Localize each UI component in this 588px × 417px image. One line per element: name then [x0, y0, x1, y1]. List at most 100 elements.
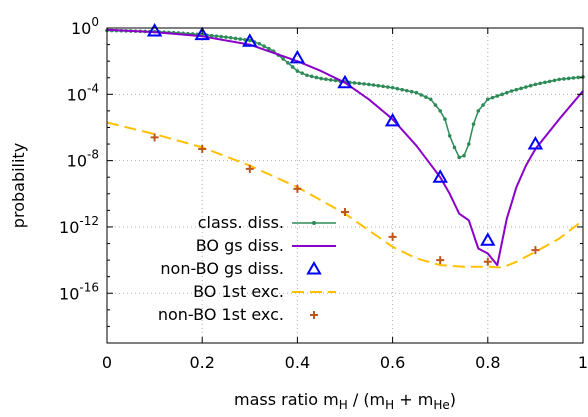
data-point: [381, 84, 385, 89]
data-point: [409, 89, 414, 94]
data-point: [371, 83, 376, 87]
data-point: [228, 35, 233, 40]
data-point-cross: [436, 256, 445, 265]
data-point: [357, 81, 362, 86]
data-point-triangle: [194, 26, 210, 41]
data-point: [424, 95, 428, 99]
data-point: [305, 73, 309, 78]
y-axis-label: probability: [9, 143, 28, 228]
legend-label: non-BO gs diss.: [160, 259, 284, 278]
data-point: [262, 44, 266, 49]
series-bo-1st-exc-: [106, 121, 584, 269]
data-point: [333, 78, 338, 83]
y-tick-label: 10-16: [59, 280, 99, 303]
data-point: [414, 90, 419, 95]
data-point: [290, 65, 295, 69]
data-point: [419, 93, 423, 97]
data-point: [267, 46, 271, 51]
data-point: [476, 109, 481, 113]
data-point: [309, 74, 314, 79]
legend-swatch-dot: [312, 221, 316, 225]
data-point-cross: [341, 208, 349, 217]
data-point: [557, 77, 561, 82]
data-point: [566, 76, 571, 81]
data-point: [281, 57, 285, 61]
data-point-triangle: [146, 22, 163, 37]
data-point: [390, 85, 395, 90]
data-point-cross: [198, 145, 207, 154]
data-point: [552, 78, 557, 83]
data-point: [481, 103, 485, 107]
data-point: [219, 34, 224, 39]
legend-label: BO 1st exc.: [193, 282, 284, 301]
data-point: [433, 103, 438, 107]
data-point: [428, 97, 433, 102]
x-ticks: 0 0.2 0.4 0.6 0.8 1: [102, 28, 588, 372]
data-point: [486, 97, 490, 102]
x-tick-label: 0.2: [189, 353, 214, 372]
legend-entry: BO 1st exc.: [193, 282, 336, 301]
x-axis-label: mass ratio mH / (mH + mHe): [234, 390, 456, 412]
legend-entry: class. diss.: [198, 213, 336, 232]
data-point: [286, 61, 290, 65]
data-point: [395, 86, 400, 91]
y-ticks: 100 10-4 10-8 10-12 10-16: [59, 15, 583, 344]
data-point: [471, 122, 476, 126]
data-point: [576, 75, 581, 80]
data-point: [528, 83, 533, 88]
x-tick-label: 0: [102, 353, 112, 372]
data-point: [505, 90, 509, 95]
legend-entry: BO gs diss.: [196, 236, 336, 255]
data-point: [238, 37, 243, 41]
data-point: [248, 38, 252, 43]
data-point: [376, 83, 381, 88]
data-point: [438, 109, 443, 113]
data-point: [571, 76, 576, 80]
data-point-cross: [483, 257, 492, 266]
data-point-triangle: [337, 74, 353, 89]
data-point: [495, 94, 500, 98]
data-point: [214, 34, 219, 38]
data-point: [295, 69, 300, 73]
data-point: [490, 95, 495, 100]
data-point-triangle: [432, 169, 448, 183]
data-point: [514, 87, 519, 92]
legend-swatch: [310, 311, 318, 319]
data-point: [447, 133, 452, 138]
legend-label: class. diss.: [198, 213, 284, 232]
legend-entry: non-BO 1st exc.: [158, 305, 318, 324]
series-line: [106, 121, 584, 269]
data-point: [562, 77, 566, 81]
data-point-triangle: [384, 112, 401, 127]
data-point: [314, 75, 319, 80]
data-point: [538, 81, 542, 86]
data-point-triangle: [480, 232, 496, 246]
data-point: [300, 71, 304, 75]
data-point: [524, 85, 528, 89]
data-point-cross: [245, 164, 254, 173]
data-point: [462, 153, 466, 158]
series-line: [106, 28, 584, 267]
series-non-bo-gs-diss-: [146, 22, 544, 246]
data-point-cross: [531, 246, 540, 255]
data-point: [547, 79, 552, 84]
legend-swatch: [306, 260, 322, 275]
data-point: [319, 76, 324, 81]
data-point: [500, 92, 504, 97]
legend-label: BO gs diss.: [196, 236, 284, 255]
data-point-cross: [150, 133, 159, 142]
data-point: [400, 87, 404, 92]
legend-entry: non-BO gs diss.: [160, 259, 322, 278]
data-point: [405, 88, 409, 93]
x-tick-label: 0.8: [475, 353, 500, 372]
legend: class. diss. BO gs diss. non-BO gs diss. BO…: [158, 213, 336, 324]
x-tick-label: 0.6: [380, 353, 405, 372]
data-point: [352, 81, 357, 85]
data-point: [362, 82, 366, 86]
data-point: [466, 142, 471, 146]
data-point: [328, 78, 333, 82]
y-tick-label: 10-12: [59, 214, 99, 237]
data-point-triangle: [242, 33, 258, 47]
y-tick-label: 10-4: [67, 81, 99, 104]
